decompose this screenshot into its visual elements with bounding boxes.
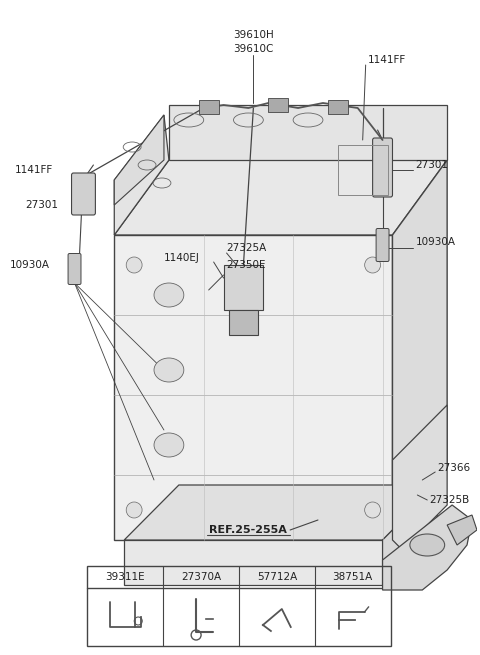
Text: 27301: 27301 xyxy=(25,200,58,210)
Polygon shape xyxy=(114,115,164,205)
Polygon shape xyxy=(224,265,264,310)
Text: 27301: 27301 xyxy=(415,160,448,170)
Polygon shape xyxy=(169,105,447,160)
Ellipse shape xyxy=(154,358,184,382)
Polygon shape xyxy=(114,235,393,540)
Polygon shape xyxy=(383,505,472,590)
Polygon shape xyxy=(383,485,437,585)
Circle shape xyxy=(126,257,142,273)
FancyBboxPatch shape xyxy=(72,173,96,215)
Circle shape xyxy=(126,502,142,518)
Text: 39311E: 39311E xyxy=(106,572,145,582)
FancyBboxPatch shape xyxy=(372,138,393,197)
FancyBboxPatch shape xyxy=(68,253,81,284)
Circle shape xyxy=(365,257,381,273)
Text: 39610C: 39610C xyxy=(233,44,274,54)
Text: 1141FF: 1141FF xyxy=(368,55,406,65)
Text: REF.25-255A: REF.25-255A xyxy=(209,525,288,535)
Ellipse shape xyxy=(410,534,444,556)
FancyBboxPatch shape xyxy=(268,98,288,112)
Circle shape xyxy=(365,502,381,518)
FancyBboxPatch shape xyxy=(328,100,348,114)
Ellipse shape xyxy=(154,433,184,457)
Polygon shape xyxy=(393,160,447,540)
Text: 1140EJ: 1140EJ xyxy=(164,253,200,263)
Ellipse shape xyxy=(154,283,184,307)
Text: 57712A: 57712A xyxy=(257,572,297,582)
Text: 10930A: 10930A xyxy=(415,237,456,247)
Polygon shape xyxy=(124,540,383,585)
FancyBboxPatch shape xyxy=(376,229,389,261)
Polygon shape xyxy=(393,405,447,550)
Text: 39610H: 39610H xyxy=(233,30,274,40)
FancyBboxPatch shape xyxy=(199,100,218,114)
Polygon shape xyxy=(228,310,258,335)
Text: 38751A: 38751A xyxy=(333,572,373,582)
Text: 27350E: 27350E xyxy=(227,260,266,270)
Text: 27366: 27366 xyxy=(437,463,470,473)
Polygon shape xyxy=(124,485,437,540)
Text: 1141FF: 1141FF xyxy=(15,165,53,175)
Polygon shape xyxy=(447,515,477,545)
Text: 10930A: 10930A xyxy=(10,260,50,270)
Text: 27325B: 27325B xyxy=(429,495,469,505)
Text: 27370A: 27370A xyxy=(181,572,221,582)
Polygon shape xyxy=(114,160,447,235)
Polygon shape xyxy=(114,115,169,235)
Text: 27325A: 27325A xyxy=(227,243,267,253)
